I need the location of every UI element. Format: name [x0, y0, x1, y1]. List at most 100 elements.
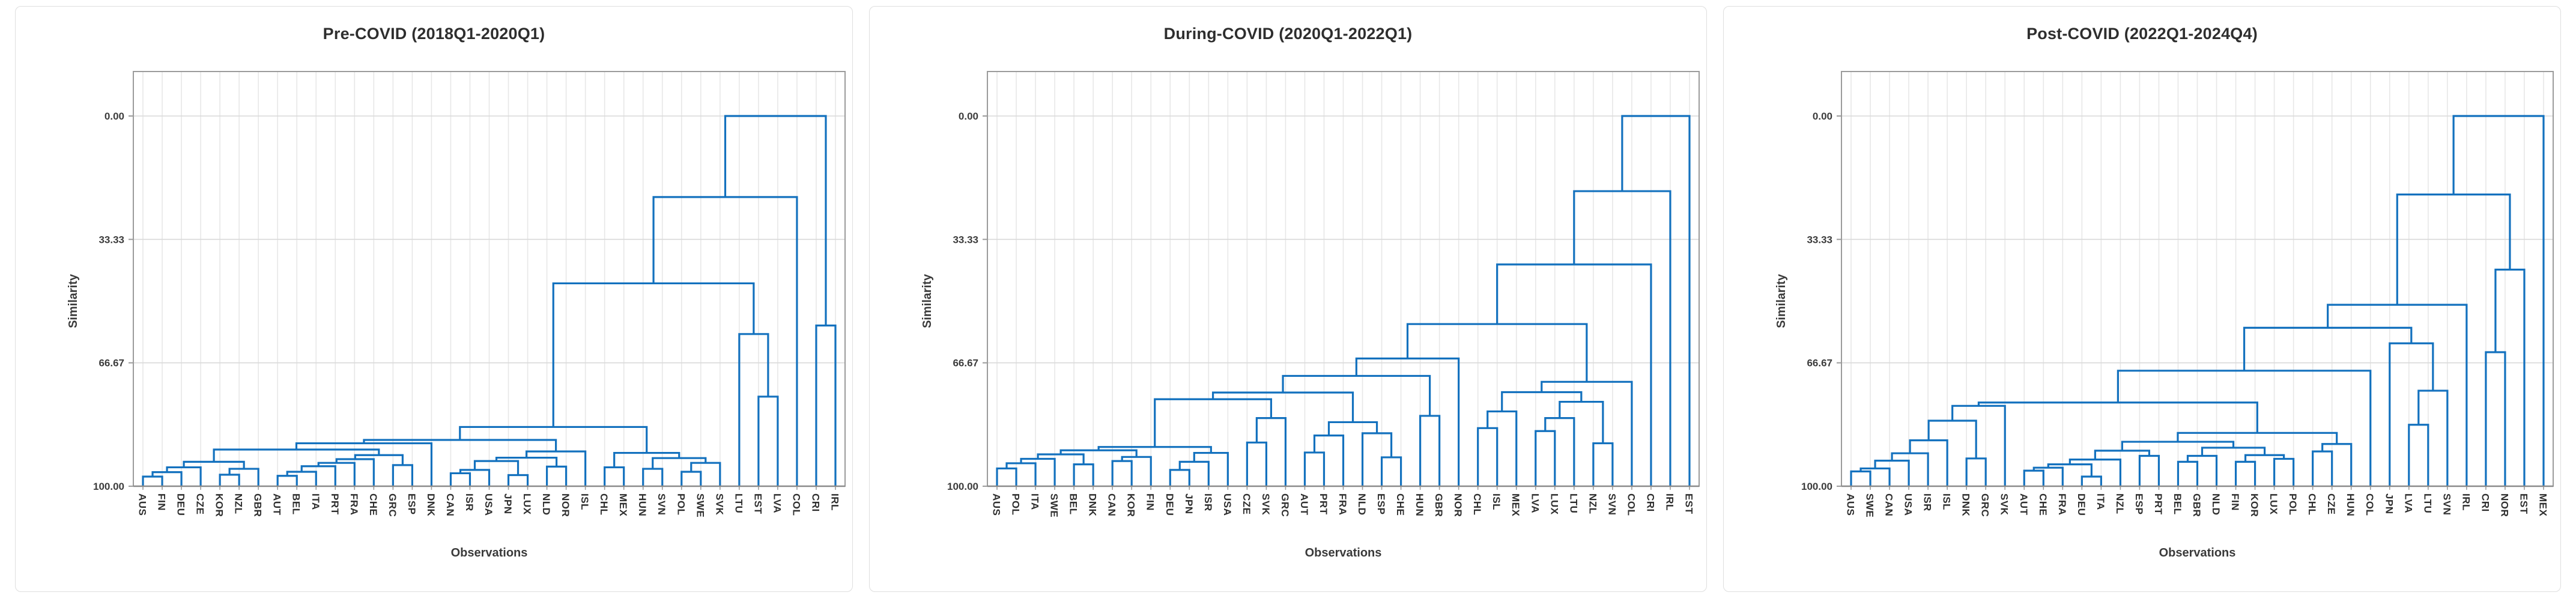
x-axis-leaf-label: BEL	[291, 493, 302, 515]
x-axis-leaf-label: NLD	[541, 493, 552, 515]
x-axis-leaf-label: IRL	[829, 493, 840, 511]
dendrogram-branch	[2452, 115, 2545, 486]
x-axis-leaf-label: DNK	[425, 493, 437, 517]
dendrogram-branch	[1477, 427, 1499, 486]
x-axis-title: Observations	[1305, 546, 1382, 560]
x-axis-leaf-label: NZL	[2114, 493, 2126, 514]
x-axis-leaf-label: CHE	[2037, 493, 2049, 516]
x-axis-leaf-label: PRT	[329, 493, 341, 515]
x-axis-leaf-label: USA	[1222, 493, 1233, 516]
x-axis-leaf-label: AUT	[271, 493, 283, 516]
dendrogram-branch	[1111, 460, 1133, 486]
x-axis-leaf-label: FIN	[156, 493, 168, 511]
dendrogram-branch	[2243, 326, 2413, 371]
x-axis-leaf-label: DNK	[1960, 493, 1972, 517]
x-axis-leaf-label: ISL	[1491, 493, 1502, 510]
dendrogram-branch	[1005, 462, 1037, 486]
x-axis-leaf-label: CRI	[810, 493, 821, 512]
x-axis-leaf-label: DEU	[1164, 493, 1175, 516]
x-axis-title: Observations	[2159, 546, 2236, 560]
dendrogram-branch	[545, 465, 568, 486]
dendrogram-branch	[552, 282, 755, 427]
x-axis-leaf-label: DEU	[2076, 493, 2087, 516]
dendrogram-panel-pre-covid: Pre-COVID (2018Q1-2020Q1) Similarity 0.0…	[15, 6, 853, 592]
dendrogram-branch	[680, 471, 702, 486]
x-axis-leaf-label: POL	[2287, 493, 2299, 515]
dendrogram-branch	[1850, 470, 1871, 486]
dendrogram-branch	[1535, 430, 1556, 486]
x-axis-leaf-label: CRI	[2479, 493, 2491, 512]
x-axis-leaf-label: FRA	[348, 493, 360, 515]
dendrogram-branch	[1193, 451, 1229, 486]
panel-title: During-COVID (2020Q1-2022Q1)	[1163, 25, 1413, 43]
dendrogram-branch	[1592, 442, 1614, 486]
dendrogram-branch	[2327, 304, 2468, 486]
dendrogram-branch	[2396, 193, 2511, 305]
y-tick-label: 66.67	[1807, 358, 1832, 369]
dendrogram-branch	[166, 466, 202, 486]
dendrogram-branch	[2389, 342, 2434, 486]
dendrogram-branch	[2494, 269, 2526, 486]
x-axis-leaf-label: NOR	[1452, 493, 1464, 517]
dendrogram-branch	[1559, 400, 1604, 444]
dendrogram-plot: 0.00 33.33 66.67 100.00 AUS FIN DEU CZE KOR NZL GB…	[93, 71, 846, 517]
x-axis-leaf-label: ESP	[2133, 493, 2145, 515]
x-axis-leaf-label: HUN	[637, 493, 648, 516]
dendrogram-branch	[1380, 456, 1402, 486]
dendrogram-branch	[738, 333, 769, 486]
x-axis-leaf-label: CAN	[444, 493, 456, 516]
dendrogram-branch	[652, 196, 798, 486]
x-axis-leaf-label: GRC	[1980, 493, 1991, 517]
dendrogram-panel-during-covid: During-COVID (2020Q1-2022Q1) Similarity …	[869, 6, 1707, 592]
x-axis-leaf-label: CHL	[598, 493, 610, 515]
x-axis-leaf-label: JPN	[2383, 493, 2395, 514]
x-axis-title: Observations	[450, 546, 528, 560]
dendrogram-branch	[2234, 460, 2256, 486]
x-axis-leaf-label: FRA	[2056, 493, 2068, 515]
x-axis-leaf-label: EST	[2518, 493, 2529, 514]
dendrogram-branch	[228, 468, 259, 486]
x-axis-leaf-label: POL	[675, 493, 686, 515]
x-axis-leaf-label: CHL	[2306, 493, 2318, 515]
x-axis-leaf-label: SWE	[1864, 493, 1876, 517]
x-axis-leaf-label: SVK	[1260, 493, 1271, 516]
y-tick-label: 100.00	[1801, 481, 1832, 492]
x-axis-leaf-label: MEX	[2537, 493, 2548, 517]
dendrogram-branch	[2273, 457, 2295, 486]
y-tick-label: 66.67	[98, 358, 124, 369]
dendrogram-branch	[2047, 463, 2093, 477]
dendrogram-branch	[1169, 469, 1190, 486]
x-axis-leaf-label: AUS	[991, 493, 1002, 516]
x-axis-leaf-label: LVA	[2402, 493, 2414, 513]
dendrogram-branch	[286, 471, 317, 486]
dendrogram-branch	[142, 475, 163, 486]
x-axis-leaf-label: ESP	[406, 493, 417, 515]
dendrogram-branch	[1951, 404, 2006, 486]
x-axis-leaf-label: CAN	[1106, 493, 1118, 516]
x-axis-leaf-label: POL	[1010, 493, 1022, 515]
x-axis-leaf-label: NZL	[1587, 493, 1598, 514]
dendrogram-branch	[1303, 451, 1326, 486]
panel-title: Pre-COVID (2018Q1-2020Q1)	[323, 25, 545, 43]
x-axis-leaf-label: PRT	[1318, 493, 1329, 515]
x-axis-leaf-label: AUT	[1299, 493, 1310, 516]
x-axis-leaf-label: MEX	[617, 493, 629, 517]
dendrogram-branch	[1154, 398, 1272, 447]
dendrogram-plot: 0.00 33.33 66.67 100.00 AUS POL ITA SWE BEL DNK CA…	[947, 71, 1700, 517]
x-axis-leaf-label: ITA	[310, 493, 321, 510]
x-axis-leaf-label: GBR	[252, 493, 264, 517]
x-axis-leaf-label: NOR	[560, 493, 571, 517]
dendrogram-branch	[1621, 115, 1691, 486]
dendrogram-branch	[2417, 389, 2449, 486]
x-axis-leaf-label: NLD	[2210, 493, 2222, 515]
dendrogram-branch	[996, 467, 1017, 486]
x-axis-leaf-label: ISR	[464, 493, 475, 511]
dendrogram-branch	[2408, 424, 2429, 486]
dendrogram-branch	[724, 115, 827, 326]
x-axis-leaf-label: CHL	[1471, 493, 1483, 515]
y-tick-label: 0.00	[1813, 111, 1832, 122]
y-tick-label: 33.33	[1807, 234, 1832, 245]
dendrogram-branch	[1891, 452, 1929, 486]
dendrogram-branch	[219, 474, 240, 486]
dendrogram-panel-post-covid: Post-COVID (2022Q1-2024Q4) Similarity 0.…	[1723, 6, 2561, 592]
